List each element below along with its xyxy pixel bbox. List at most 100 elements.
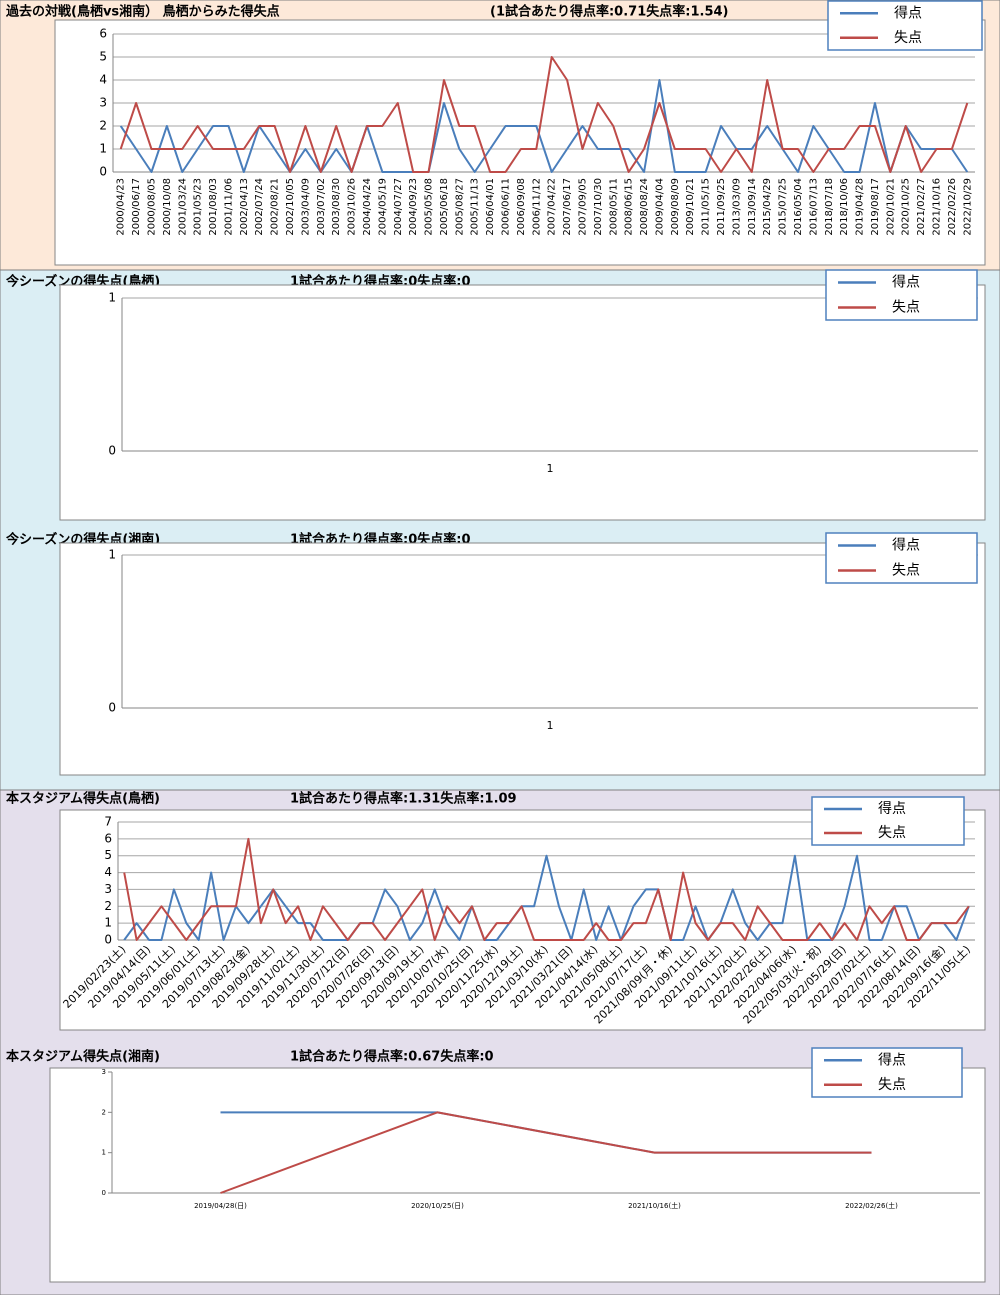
y-tick-label: 6 <box>99 27 107 41</box>
x-tick-label: 2001/05/23 <box>193 178 204 236</box>
x-tick-label: 2006/11/12 <box>531 178 542 236</box>
chart-area <box>59 809 986 1031</box>
x-tick-label: 2005/11/13 <box>470 178 481 236</box>
x-tick-label: 2016/05/04 <box>793 178 804 236</box>
y-tick-label: 3 <box>104 882 112 896</box>
legend-label: 得点 <box>894 4 922 21</box>
x-tick-label: 2008/05/11 <box>608 178 619 236</box>
legend-box <box>811 796 965 846</box>
x-tick-label: 2002/08/21 <box>270 178 281 236</box>
x-tick-label: 2018/10/06 <box>839 178 850 236</box>
y-tick-label: 1 <box>108 548 116 562</box>
x-tick-label: 2009/04/04 <box>654 178 665 236</box>
x-tick-label: 2022/10/29 <box>962 178 973 236</box>
chart-area <box>54 19 986 266</box>
x-tick-label: 2002/10/05 <box>285 178 296 236</box>
legend-label: 失点 <box>878 825 906 841</box>
chart-area <box>49 1067 986 1283</box>
x-tick-label: 2001/11/06 <box>223 178 234 236</box>
y-tick-label: 0 <box>108 444 116 458</box>
x-tick-label: 2011/05/15 <box>701 178 712 236</box>
x-tick-label: 2021/02/27 <box>916 178 927 236</box>
series-line <box>123 837 970 941</box>
x-tick-label: 2009/08/09 <box>670 178 681 236</box>
series-line <box>119 79 969 173</box>
y-tick-label: 4 <box>104 865 112 879</box>
x-tick-label: 2007/06/17 <box>562 178 573 236</box>
x-tick-label: 2016/07/13 <box>808 178 819 236</box>
legend-box <box>811 1047 963 1098</box>
x-tick-label: 2005/06/18 <box>439 178 450 236</box>
y-tick-label: 2 <box>104 899 112 913</box>
x-tick-label: 2019/08/17 <box>870 178 881 236</box>
y-tick-label: 1 <box>108 291 116 305</box>
x-tick-label: 2003/08/30 <box>331 178 342 236</box>
x-tick-label: 2004/07/27 <box>393 178 404 236</box>
x-tick-label: 2004/09/23 <box>408 178 419 236</box>
x-tick-label: 2004/05/19 <box>377 178 388 236</box>
x-tick-label: 2015/07/25 <box>778 178 789 236</box>
x-tick-label: 2006/09/08 <box>516 178 527 236</box>
x-tick-label: 2000/10/08 <box>162 178 173 236</box>
legend-box <box>825 269 978 321</box>
legend-label: 失点 <box>894 30 922 46</box>
legend-box <box>825 532 978 584</box>
x-tick-label: 1 <box>547 719 554 732</box>
legend-label: 失点 <box>878 1077 906 1093</box>
x-tick-label: 2001/08/03 <box>208 178 219 236</box>
legend-box <box>827 0 983 51</box>
chart-area <box>59 284 986 521</box>
x-tick-label: 2003/07/02 <box>316 178 327 236</box>
x-tick-label: 2003/10/26 <box>347 178 358 236</box>
y-tick-label: 6 <box>104 831 112 845</box>
x-tick-label: 2007/04/22 <box>547 178 558 236</box>
x-tick-label: 2001/03/24 <box>177 178 188 236</box>
x-tick-label: 2000/06/17 <box>131 178 142 236</box>
y-tick-label: 0 <box>102 1189 106 1197</box>
y-tick-label: 0 <box>99 165 107 179</box>
chart-title: 過去の対戦(鳥栖vs湘南） 鳥栖からみた得失点 <box>5 4 280 20</box>
legend-label: 得点 <box>878 800 906 817</box>
legend-label: 得点 <box>892 274 920 291</box>
legend-label: 失点 <box>892 563 920 579</box>
chart-subtitle: (1試合あたり得点率:0.71失点率:1.54) <box>490 4 728 20</box>
x-tick-label: 2003/04/09 <box>300 178 311 236</box>
y-tick-label: 3 <box>99 96 107 110</box>
chart-subtitle: 1試合あたり得点率:1.31失点率:1.09 <box>290 791 517 807</box>
series-line <box>123 854 970 941</box>
series-line <box>220 1111 872 1194</box>
legend-label: 得点 <box>878 1051 906 1068</box>
y-tick-label: 4 <box>99 73 107 87</box>
x-tick-label: 2011/09/25 <box>716 178 727 236</box>
series-line <box>119 56 969 173</box>
x-tick-label: 2013/03/09 <box>731 178 742 236</box>
legend-label: 失点 <box>892 300 920 316</box>
x-tick-label: 2008/06/15 <box>624 178 635 236</box>
x-tick-label: 2007/10/30 <box>593 178 604 236</box>
chart-title: 本スタジアム得失点(鳥栖) <box>6 791 160 807</box>
x-tick-label: 2018/07/18 <box>824 178 835 236</box>
x-tick-label: 2022/02/26(土) <box>845 1201 898 1210</box>
chart-title: 本スタジアム得失点(湘南) <box>6 1049 160 1065</box>
x-tick-label: 2000/08/05 <box>146 178 157 236</box>
x-tick-label: 2008/08/24 <box>639 178 650 236</box>
y-tick-label: 0 <box>108 701 116 715</box>
y-tick-label: 1 <box>99 142 107 156</box>
y-tick-label: 1 <box>102 1149 106 1157</box>
y-tick-label: 0 <box>104 933 112 947</box>
x-tick-label: 2022/02/26 <box>947 178 958 236</box>
y-tick-label: 7 <box>104 815 112 829</box>
y-tick-label: 2 <box>102 1108 106 1116</box>
x-tick-label: 2015/04/29 <box>762 178 773 236</box>
x-tick-label: 2021/10/16 <box>932 178 943 236</box>
y-tick-label: 2 <box>99 119 107 133</box>
legend-label: 得点 <box>892 537 920 554</box>
x-tick-label: 2000/04/23 <box>116 178 127 236</box>
x-tick-label: 2020/10/25(日) <box>411 1202 464 1210</box>
x-tick-label: 2005/05/08 <box>424 178 435 236</box>
x-tick-label: 1 <box>547 462 554 475</box>
x-tick-label: 2020/10/21 <box>885 178 896 236</box>
x-tick-label: 2005/08/27 <box>454 178 465 236</box>
y-tick-label: 1 <box>104 916 112 930</box>
